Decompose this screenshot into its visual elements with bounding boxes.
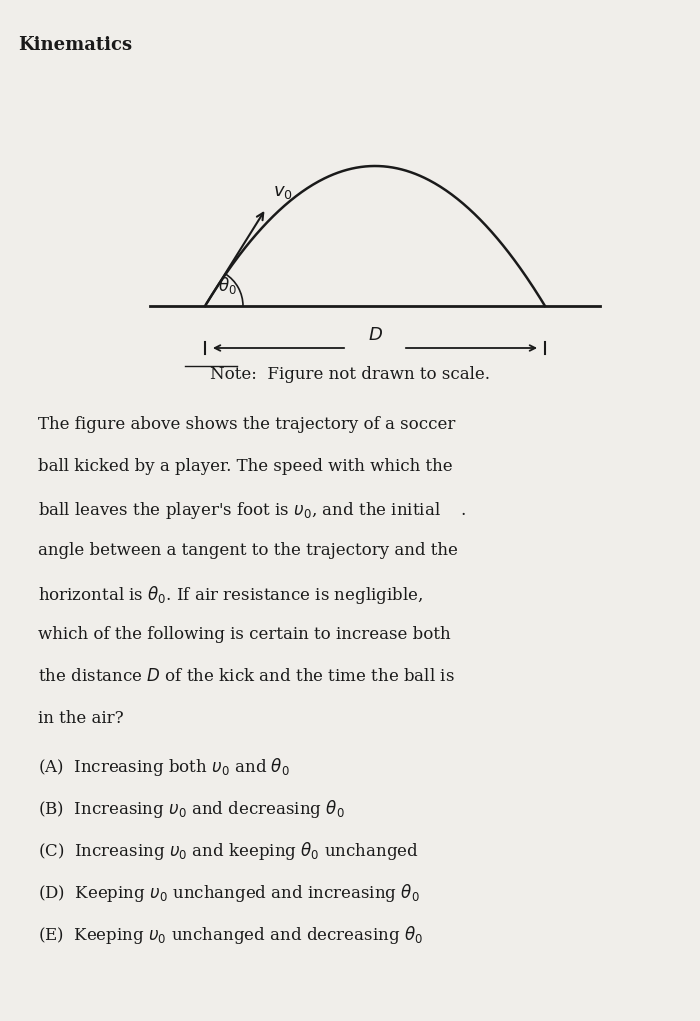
Text: The figure above shows the trajectory of a soccer: The figure above shows the trajectory of… bbox=[38, 416, 456, 433]
Text: $v_0$: $v_0$ bbox=[273, 184, 293, 201]
Text: (A)  Increasing both $\upsilon_0$ and $\theta_0$: (A) Increasing both $\upsilon_0$ and $\t… bbox=[38, 756, 290, 778]
Text: $\theta_0$: $\theta_0$ bbox=[218, 275, 237, 296]
Text: the distance $D$ of the kick and the time the ball is: the distance $D$ of the kick and the tim… bbox=[38, 668, 455, 685]
Text: (E)  Keeping $\upsilon_0$ unchanged and decreasing $\theta_0$: (E) Keeping $\upsilon_0$ unchanged and d… bbox=[38, 924, 423, 946]
Text: Note:  Figure not drawn to scale.: Note: Figure not drawn to scale. bbox=[210, 366, 490, 383]
Text: horizontal is $\theta_0$. If air resistance is negligible,: horizontal is $\theta_0$. If air resista… bbox=[38, 584, 423, 606]
Text: (B)  Increasing $\upsilon_0$ and decreasing $\theta_0$: (B) Increasing $\upsilon_0$ and decreasi… bbox=[38, 798, 344, 820]
Text: (C)  Increasing $\upsilon_0$ and keeping $\theta_0$ unchanged: (C) Increasing $\upsilon_0$ and keeping … bbox=[38, 840, 419, 862]
Text: which of the following is certain to increase both: which of the following is certain to inc… bbox=[38, 626, 451, 643]
Text: ball kicked by a player. The speed with which the: ball kicked by a player. The speed with … bbox=[38, 458, 453, 475]
Text: ball leaves the player's foot is $\upsilon_0$, and the initial    .: ball leaves the player's foot is $\upsil… bbox=[38, 500, 466, 521]
Text: $D$: $D$ bbox=[368, 326, 382, 344]
Text: (D)  Keeping $\upsilon_0$ unchanged and increasing $\theta_0$: (D) Keeping $\upsilon_0$ unchanged and i… bbox=[38, 882, 420, 904]
Text: angle between a tangent to the trajectory and the: angle between a tangent to the trajector… bbox=[38, 542, 458, 560]
Text: Kinematics: Kinematics bbox=[18, 36, 132, 54]
Text: in the air?: in the air? bbox=[38, 710, 124, 727]
